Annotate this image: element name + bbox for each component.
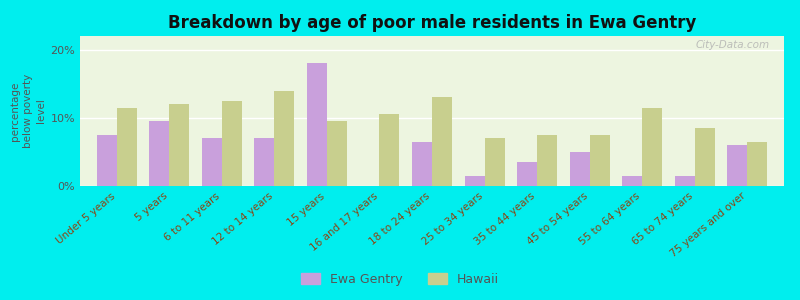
Bar (694, 128, 714, 186)
Bar (622, 176, 642, 186)
Legend: Ewa Gentry, Hawaii: Ewa Gentry, Hawaii (296, 268, 504, 291)
Bar (222, 101, 242, 186)
Y-axis label: percentage
below poverty
level: percentage below poverty level (10, 74, 46, 148)
Bar (432, 98, 452, 186)
Bar (642, 108, 662, 186)
Bar (412, 142, 432, 186)
Text: City-Data.com: City-Data.com (696, 40, 770, 50)
Bar (727, 145, 747, 186)
Bar (327, 121, 347, 186)
Bar (517, 162, 537, 186)
Bar (747, 142, 767, 186)
Bar (150, 121, 170, 186)
Bar (117, 108, 137, 186)
Bar (465, 176, 485, 186)
Bar (674, 176, 694, 186)
Bar (379, 114, 399, 186)
Bar (97, 135, 117, 186)
Bar (485, 138, 505, 186)
Bar (274, 91, 294, 186)
Bar (590, 135, 610, 186)
Bar (307, 63, 327, 186)
Bar (570, 152, 590, 186)
Bar (202, 138, 222, 186)
Bar (170, 104, 190, 186)
Title: Breakdown by age of poor male residents in Ewa Gentry: Breakdown by age of poor male residents … (168, 14, 696, 32)
Bar (537, 135, 557, 186)
Bar (254, 138, 274, 186)
